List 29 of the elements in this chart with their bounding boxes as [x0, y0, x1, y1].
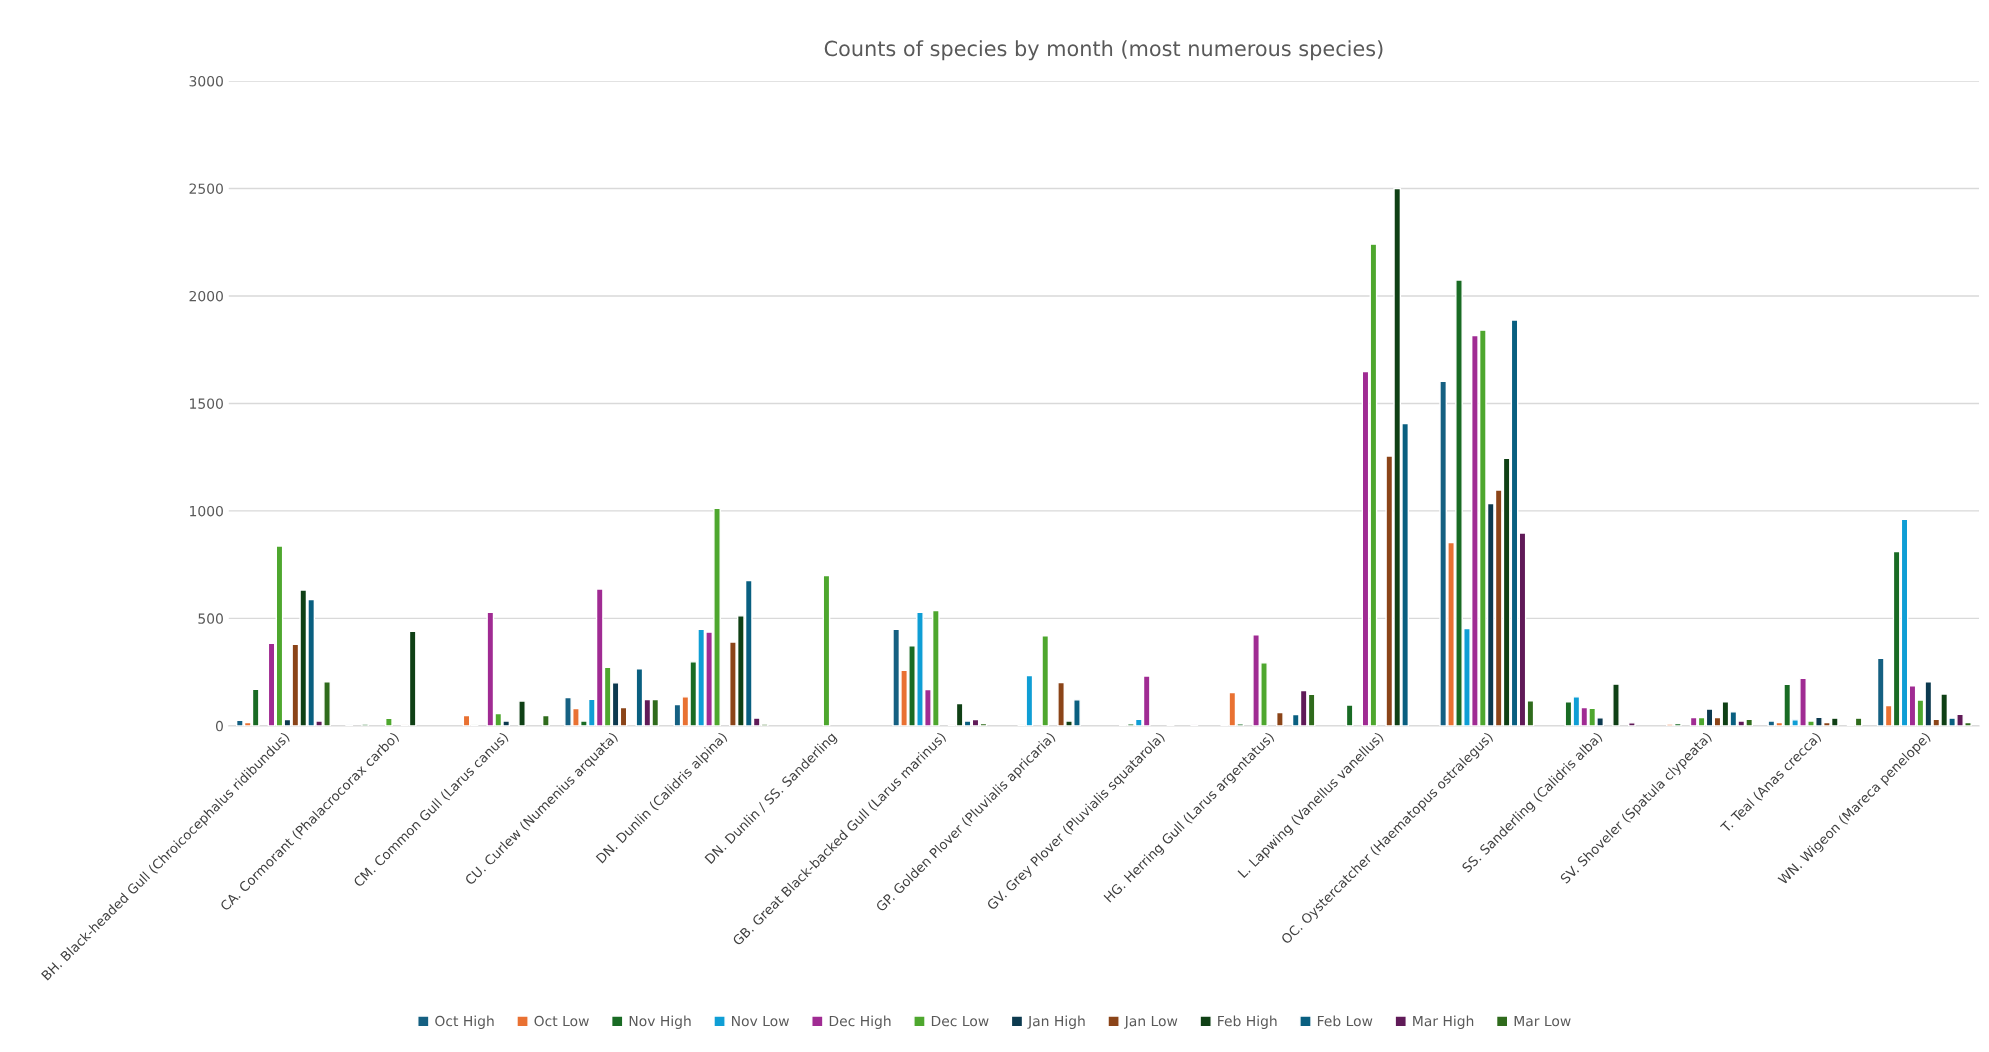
legend-label: Oct High [435, 1015, 494, 1029]
legend-label: Feb Low [1317, 1015, 1373, 1027]
legend-label: Jan High [1027, 1015, 1085, 1029]
bar [1345, 704, 1354, 726]
legend-label: Oct Low [534, 1015, 589, 1027]
legend-label: Nov Low [732, 1015, 789, 1027]
chart-title: Counts of species by month (most numerous species) [824, 40, 1383, 61]
y-tick-label: 1000 [190, 505, 223, 517]
y-tick-label: 2000 [189, 290, 223, 302]
bar [384, 717, 393, 726]
legend-label: Dec Low [931, 1015, 989, 1027]
bar [1276, 711, 1284, 726]
bar [541, 714, 550, 726]
bar [518, 700, 526, 726]
y-tick-label: 2500 [189, 183, 223, 194]
y-tick-label: 3000 [189, 75, 223, 87]
bar [822, 574, 831, 726]
legend-label: Dec High [829, 1015, 891, 1029]
legend-label: Nov High [629, 1015, 691, 1029]
legend-label: Mar Low [1514, 1015, 1571, 1027]
y-tick-label: 0 [215, 720, 223, 732]
y-tick-label: 1500 [190, 398, 223, 409]
legend-label: Jan Low [1123, 1015, 1178, 1029]
legend-label: Mar High [1413, 1015, 1474, 1029]
bar [1627, 722, 1636, 726]
legend-label: Feb High [1218, 1015, 1277, 1029]
bar [1041, 635, 1050, 726]
y-tick-label: 500 [198, 613, 223, 624]
bar [1612, 683, 1620, 726]
